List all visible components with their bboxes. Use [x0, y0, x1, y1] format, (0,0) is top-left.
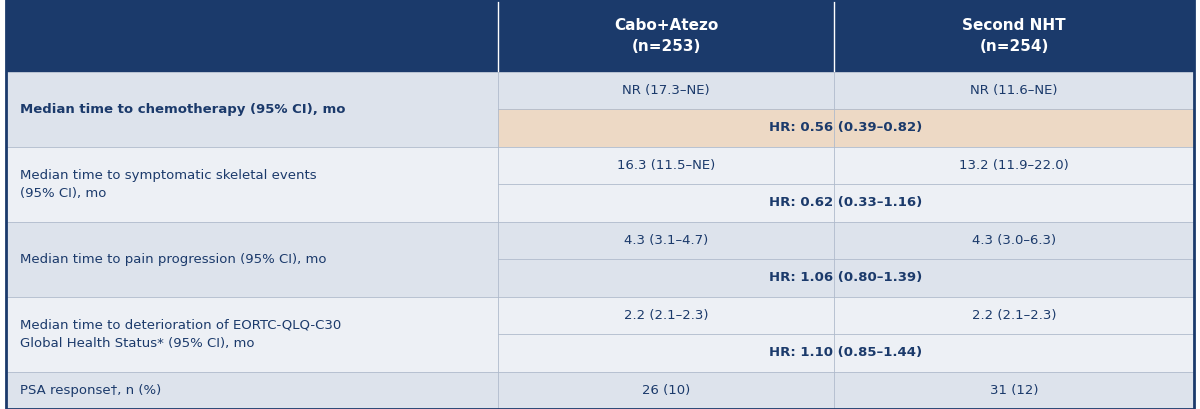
Bar	[498, 109, 1194, 146]
Text: HR: 0.56 (0.39–0.82): HR: 0.56 (0.39–0.82)	[769, 121, 923, 134]
Bar	[6, 297, 1194, 371]
Text: 2.2 (2.1–2.3): 2.2 (2.1–2.3)	[972, 309, 1056, 322]
Text: NR (17.3–NE): NR (17.3–NE)	[622, 84, 710, 97]
Text: 31 (12): 31 (12)	[990, 384, 1038, 397]
Text: HR: 1.06 (0.80–1.39): HR: 1.06 (0.80–1.39)	[769, 271, 923, 284]
Bar	[6, 0, 1194, 72]
Text: 4.3 (3.1–4.7): 4.3 (3.1–4.7)	[624, 234, 708, 247]
Bar	[6, 222, 1194, 297]
Bar	[6, 371, 1194, 409]
Text: PSA response†, n (%): PSA response†, n (%)	[20, 384, 162, 397]
Text: 4.3 (3.0–6.3): 4.3 (3.0–6.3)	[972, 234, 1056, 247]
Text: Median time to symptomatic skeletal events
(95% CI), mo: Median time to symptomatic skeletal even…	[20, 169, 317, 200]
Text: 13.2 (11.9–22.0): 13.2 (11.9–22.0)	[959, 159, 1069, 172]
Bar	[6, 146, 1194, 222]
Text: Second NHT
(n=254): Second NHT (n=254)	[962, 18, 1066, 54]
Text: 26 (10): 26 (10)	[642, 384, 690, 397]
Text: Cabo+Atezo
(n=253): Cabo+Atezo (n=253)	[614, 18, 718, 54]
Text: Median time to chemotherapy (95% CI), mo: Median time to chemotherapy (95% CI), mo	[20, 103, 346, 116]
Text: 16.3 (11.5–NE): 16.3 (11.5–NE)	[617, 159, 715, 172]
Text: NR (11.6–NE): NR (11.6–NE)	[971, 84, 1057, 97]
Text: Median time to pain progression (95% CI), mo: Median time to pain progression (95% CI)…	[20, 252, 326, 265]
Text: Median time to deterioration of EORTC-QLQ-C30
Global Health Status* (95% CI), mo: Median time to deterioration of EORTC-QL…	[20, 319, 342, 350]
Text: 2.2 (2.1–2.3): 2.2 (2.1–2.3)	[624, 309, 708, 322]
Bar	[6, 72, 1194, 146]
Text: HR: 1.10 (0.85–1.44): HR: 1.10 (0.85–1.44)	[769, 346, 923, 359]
Text: HR: 0.62 (0.33–1.16): HR: 0.62 (0.33–1.16)	[769, 196, 923, 209]
